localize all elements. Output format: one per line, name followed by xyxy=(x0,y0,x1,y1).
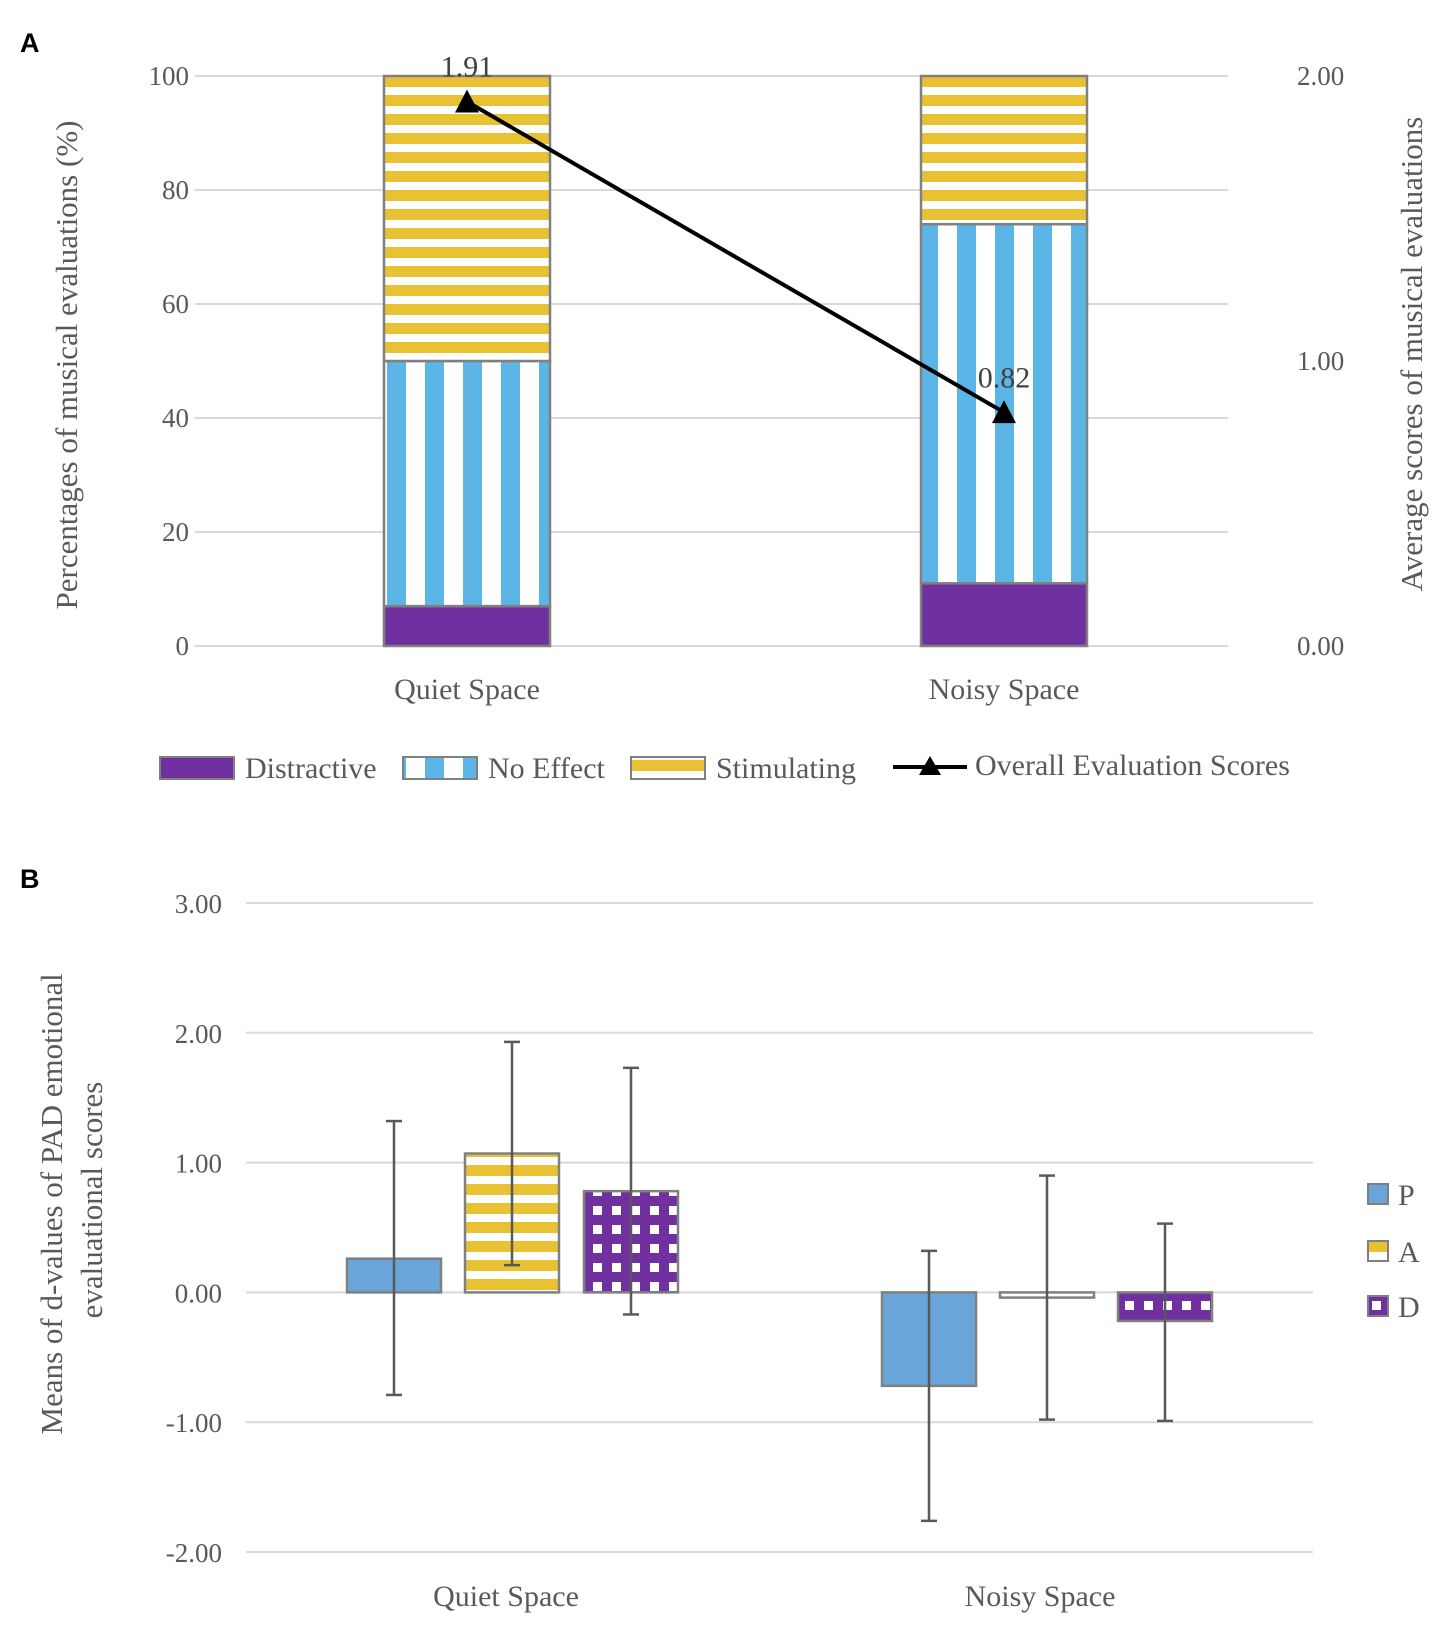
panel-b-y-axis: -2.00 -1.00 0.00 1.00 2.00 3.00 xyxy=(166,889,222,1568)
panel-a-y-tick-label: 80 xyxy=(162,175,189,205)
panel-b-gridlines xyxy=(246,902,1313,1553)
panel-a-y2-axis: 0.00 1.00 2.00 xyxy=(1297,61,1344,661)
overall-evaluation-marker xyxy=(992,400,1016,424)
legend-swatch-stimulating xyxy=(630,756,706,780)
bar-segment-no-effect-quiet-space xyxy=(382,359,552,608)
overall-evaluation-marker xyxy=(455,89,479,113)
panel-a-chart: 0 20 40 60 80 100 0.00 1.00 2.00 1.91 0.82 Quiet… xyxy=(49,51,1429,785)
panel-a-x-axis: Quiet Space Noisy Space xyxy=(394,673,1079,706)
legend-label-distractive: Distractive xyxy=(245,752,377,785)
legend-swatch-a xyxy=(1367,1240,1389,1262)
panel-a-y-tick-label: 100 xyxy=(149,61,190,91)
panel-b-y-tick-label: 1.00 xyxy=(175,1149,222,1179)
panel-b-y-axis-title: Means of d-values of PAD emotional evalu… xyxy=(34,966,109,1435)
legend-label-d: D xyxy=(1398,1291,1420,1324)
panel-b-category-label: Quiet Space xyxy=(433,1580,579,1613)
legend-swatch-no-effect xyxy=(402,756,478,780)
panel-b-legend: PAD xyxy=(1367,1179,1420,1324)
panel-b-y-tick-label: 2.00 xyxy=(175,1019,222,1049)
legend-label-a: A xyxy=(1398,1236,1420,1269)
panel-a-y-tick-label: 40 xyxy=(162,403,189,433)
legend-label-overall-evaluation-scores: Overall Evaluation Scores xyxy=(975,749,1290,782)
panel-a-y-tick-label: 60 xyxy=(162,289,189,319)
panel-b-y-tick-label: 3.00 xyxy=(175,889,222,919)
panel-b-y-tick-label: -2.00 xyxy=(166,1538,222,1568)
panel-b-y-axis-title-line1: Means of d-values of PAD emotional xyxy=(34,973,69,1434)
panel-a-category-label: Quiet Space xyxy=(394,673,540,706)
panel-a-label: A xyxy=(20,28,40,58)
bar-segment-stimulating-noisy-space xyxy=(919,74,1089,226)
bar-segment-stimulating-quiet-space xyxy=(382,74,552,363)
legend-swatch-distractive xyxy=(159,756,235,780)
panel-a-category-label: Noisy Space xyxy=(929,673,1080,706)
panel-a-bars xyxy=(382,74,1089,648)
panel-b-x-axis: Quiet Space Noisy Space xyxy=(433,1580,1115,1613)
panel-a-y-axis-title: Percentages of musical evaluations (%) xyxy=(49,121,84,610)
panel-a-y-tick-label: 20 xyxy=(162,517,189,547)
panel-b-y-tick-label: -1.00 xyxy=(166,1408,222,1438)
overall-evaluation-line xyxy=(465,99,1006,415)
bar-segment-distractive-quiet-space xyxy=(382,604,552,648)
legend-swatch-overall-evaluation-marker xyxy=(919,756,941,775)
legend-label-stimulating: Stimulating xyxy=(716,752,856,785)
panel-b-category-label: Noisy Space xyxy=(965,1580,1116,1613)
panel-a-y-tick-label: 0 xyxy=(176,631,190,661)
legend-swatch-d xyxy=(1367,1295,1389,1317)
panel-a-line: 1.91 0.82 xyxy=(441,51,1031,424)
panel-a-y2-tick-label: 2.00 xyxy=(1297,61,1344,91)
panel-a-y2-axis-title: Average scores of musical evaluations xyxy=(1394,117,1429,592)
panel-a-y2-tick-label: 1.00 xyxy=(1297,346,1344,376)
panel-b-y-tick-label: 0.00 xyxy=(175,1278,222,1308)
legend-label-p: P xyxy=(1398,1179,1415,1212)
overall-evaluation-data-label: 1.91 xyxy=(441,51,494,84)
panel-a-legend: Distractive No Effect Stimulating Overall E… xyxy=(159,749,1290,785)
panel-b-bars xyxy=(345,1152,1214,1388)
bar-segment-distractive-noisy-space xyxy=(919,582,1089,648)
panel-b-errorbars xyxy=(386,1040,1173,1523)
panel-a-y-axis: 0 20 40 60 80 100 xyxy=(149,61,190,661)
legend-label-no-effect: No Effect xyxy=(488,752,606,785)
panel-b-label: B xyxy=(20,864,40,894)
panel-b-chart: -2.00 -1.00 0.00 1.00 2.00 3.00 Quiet Space No… xyxy=(34,889,1420,1613)
panel-b-y-axis-title-line2: evaluational scores xyxy=(74,1082,109,1319)
overall-evaluation-data-label: 0.82 xyxy=(978,361,1031,394)
legend-swatch-p xyxy=(1367,1183,1389,1205)
panel-a-y2-tick-label: 0.00 xyxy=(1297,631,1344,661)
